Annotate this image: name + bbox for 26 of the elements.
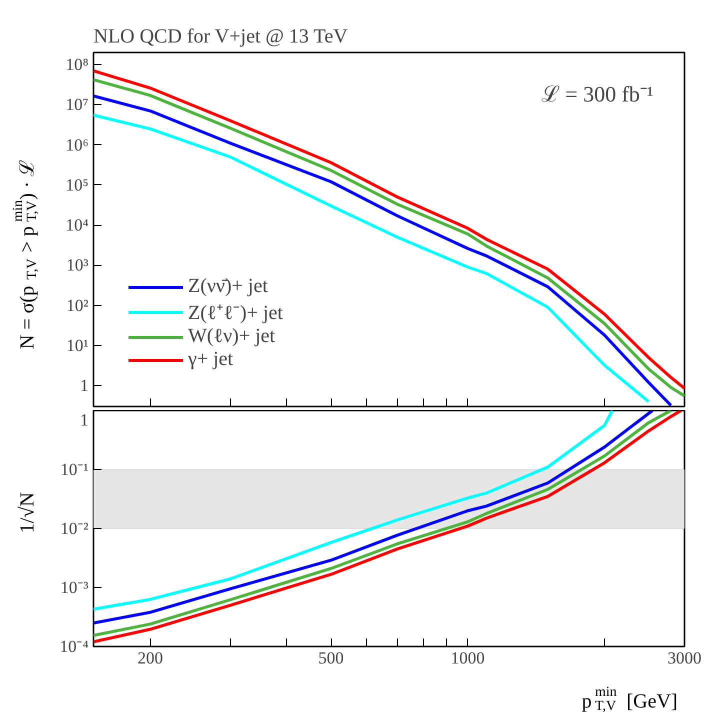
y-tick-label: 10⁻¹ (60, 460, 89, 479)
y-tick-label: 10² (66, 296, 89, 315)
x-tick-label: 1000 (450, 648, 485, 668)
chart-title: NLO QCD for V+jet @ 13 TeV (94, 26, 348, 48)
legend-label: W(ℓν)+ jet (188, 325, 276, 348)
legend-label: Z(νν̄)+ jet (188, 275, 268, 298)
y-tick-label: 1 (80, 376, 88, 396)
y-tick-label: 10⁶ (66, 135, 89, 154)
legend-label: γ+ jet (188, 348, 234, 371)
y-tick-label: 10⁻² (60, 519, 89, 538)
y-tick-label: 10⁴ (66, 216, 89, 235)
y-tick-label: 10⁸ (66, 55, 89, 74)
y-axis-title: 1/√N (16, 492, 38, 534)
y-tick-label: 10⁵ (66, 175, 89, 194)
y-axis-title: N = σ(pT,V > pT,Vmin) · ℒ (11, 159, 40, 350)
x-tick-label: 3000 (668, 648, 702, 668)
x-tick-label: 500 (318, 648, 344, 668)
y-tick-label: 10³ (66, 256, 89, 275)
y-tick-label: 10¹ (66, 336, 89, 355)
y-tick-label: 10⁷ (66, 95, 89, 114)
y-tick-label: 10⁻³ (60, 578, 89, 597)
y-tick-label: 10⁻⁴ (60, 637, 89, 656)
x-tick-label: 200 (138, 648, 164, 668)
y-tick-label: 1 (80, 410, 88, 430)
annotation: ℒ = 300 fb⁻¹ (542, 82, 654, 106)
legend-label: Z(ℓ⁺ℓ⁻)+ jet (188, 301, 283, 325)
